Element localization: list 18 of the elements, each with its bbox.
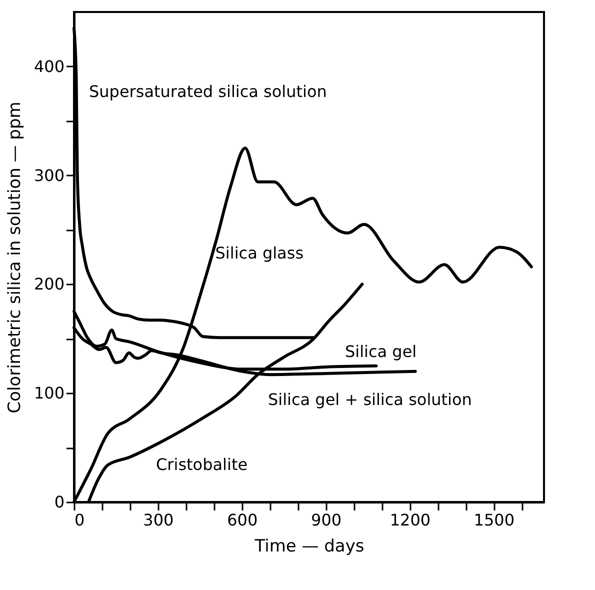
x-tick-label: 1200: [390, 510, 431, 530]
y-tick-label: 300: [34, 166, 64, 185]
x-tick-label: 300: [143, 510, 174, 530]
y-axis-title: Colorimetric silica in solution — ppm: [4, 102, 25, 414]
y-tick-label: 400: [34, 56, 64, 76]
x-tick-label: 600: [227, 510, 258, 530]
annotation: Supersaturated silica solution: [89, 82, 327, 101]
annotation: Silica glass: [215, 244, 304, 263]
x-axis-title: Time — days: [254, 536, 364, 556]
x-tick-label: 1500: [474, 510, 514, 530]
annotation: Cristobalite: [156, 455, 248, 474]
x-tick-label: 0: [74, 510, 85, 530]
y-tick-label: 100: [34, 384, 64, 403]
annotation: Silica gel + silica solution: [268, 390, 472, 409]
x-tick-label: 900: [311, 510, 342, 530]
y-tick-label: 200: [34, 274, 64, 294]
y-tick-label: 0: [54, 492, 64, 512]
annotation: Silica gel: [345, 342, 417, 361]
